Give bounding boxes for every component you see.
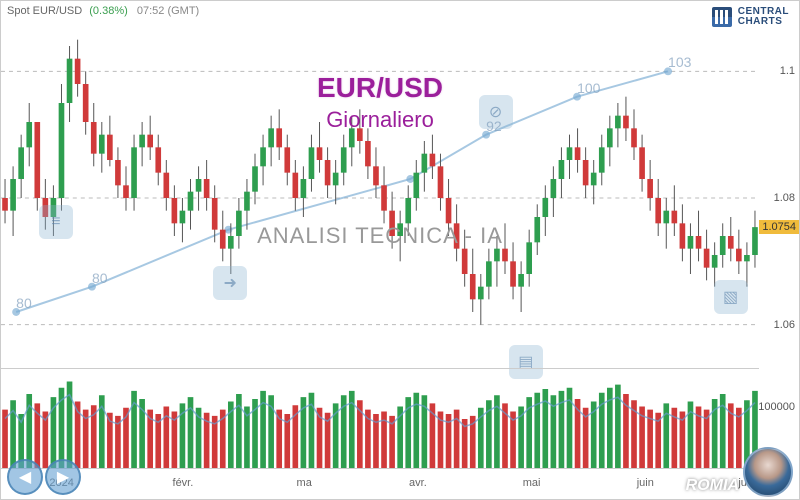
logo-text: CENTRAL CHARTS (738, 7, 789, 27)
y-axis: 1.06 1.08 1.1 1.0754 (759, 27, 799, 369)
analysis-label: ANALISI TECNICA - IA (257, 223, 503, 249)
header-bar: Spot EUR/USD (0.38%) 07:52 (GMT) (7, 5, 199, 17)
romia-label: ROMIA (686, 477, 739, 495)
brand-logo: CENTRAL CHARTS (712, 7, 789, 27)
watermark-icon: ≡ (39, 205, 73, 239)
overlay-point-label: 103 (668, 54, 691, 70)
nav-arrows: ◀ ▶ (7, 459, 81, 495)
avatar-icon[interactable] (743, 447, 793, 497)
x-tick-label: mai (523, 477, 541, 489)
chart-container: Spot EUR/USD (0.38%) 07:52 (GMT) CENTRAL… (0, 0, 800, 500)
y-tick-label: 1.06 (774, 319, 795, 331)
nav-next-button[interactable]: ▶ (45, 459, 81, 495)
y-tick-label: 1.1 (780, 65, 795, 77)
last-price-badge: 1.0754 (759, 220, 799, 234)
y-tick-label: 1.08 (774, 192, 795, 204)
watermark-icon: ▧ (714, 280, 748, 314)
x-tick-label: févr. (173, 477, 194, 489)
logo-icon (712, 7, 732, 27)
nav-prev-button[interactable]: ◀ (7, 459, 43, 495)
overlay-point-label: 80 (92, 270, 108, 286)
x-tick-label: avr. (409, 477, 427, 489)
chart-title: EUR/USD (317, 72, 443, 104)
chart-subtitle: Giornaliero (326, 107, 434, 133)
watermark-icon: ➜ (213, 266, 247, 300)
timestamp: 07:52 (GMT) (137, 5, 199, 17)
logo-line2: CHARTS (738, 17, 789, 27)
x-axis: 2024févr.maavr.maijuinjui (1, 468, 759, 499)
overlay-point-label: 80 (16, 295, 32, 311)
pct-change: (0.38%) (89, 5, 128, 17)
overlay-point-label: 100 (577, 80, 600, 96)
volume-chart[interactable] (1, 368, 759, 469)
symbol-label: Spot EUR/USD (7, 5, 82, 17)
x-tick-label: ma (297, 477, 312, 489)
price-chart[interactable]: EUR/USD Giornaliero ANALISI TECNICA - IA… (1, 27, 759, 369)
x-tick-label: juin (637, 477, 654, 489)
vol-tick-label: 100000 (758, 401, 795, 413)
overlay-point-label: 92 (486, 118, 502, 134)
